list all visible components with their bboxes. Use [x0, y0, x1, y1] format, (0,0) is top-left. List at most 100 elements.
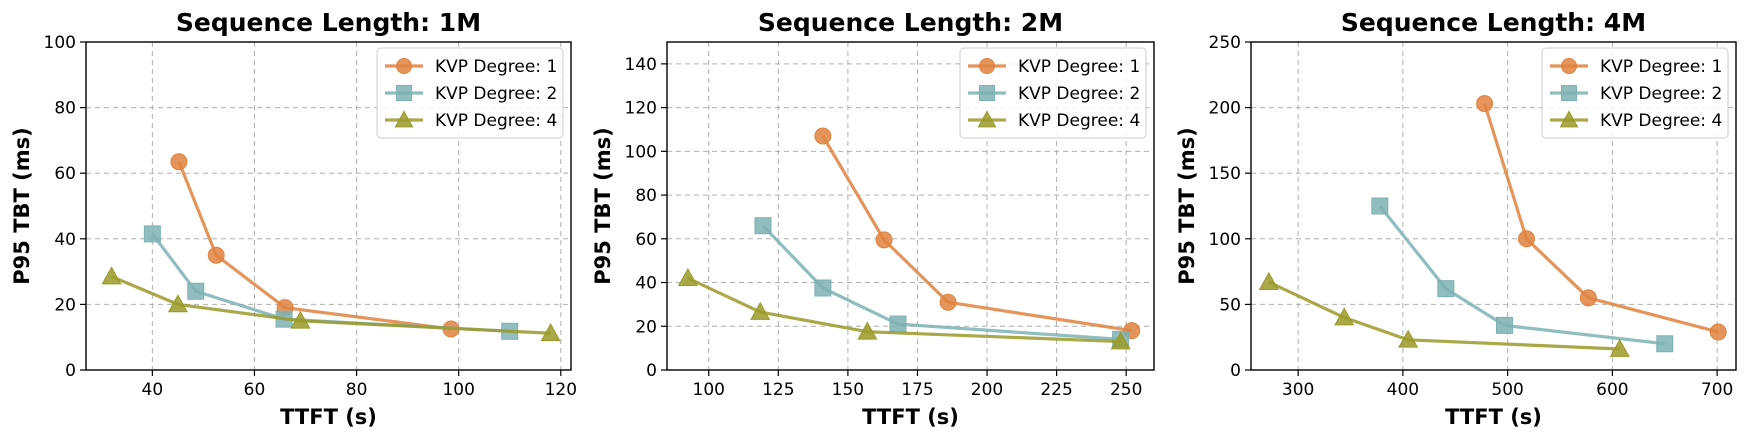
- y-tick-label: 200: [1209, 99, 1241, 119]
- chart-title: Sequence Length: 2M: [758, 8, 1063, 37]
- legend-item: KVP Degree: 4: [1550, 110, 1722, 131]
- y-tick-label: 80: [54, 99, 76, 119]
- data-point: [1609, 338, 1630, 357]
- x-tick-label: 80: [346, 380, 368, 400]
- chart-title: Sequence Length: 1M: [176, 8, 481, 37]
- series-3: [1258, 271, 1630, 357]
- legend-label: KVP Degree: 2: [1600, 84, 1722, 104]
- legend-label: KVP Degree: 1: [1018, 57, 1140, 77]
- legend-marker: [1561, 58, 1577, 74]
- legend-marker: [979, 85, 995, 101]
- data-point: [167, 294, 188, 313]
- data-point: [1495, 316, 1513, 334]
- legend-item: KVP Degree: 1: [968, 57, 1140, 77]
- legend: KVP Degree: 1 KVP Degree: 2 KVP Degree: 4: [1541, 47, 1729, 139]
- plot-frame: [85, 41, 572, 371]
- legend-marker: [1561, 85, 1577, 101]
- legend-label: KVP Degree: 2: [1018, 84, 1140, 104]
- y-tick-label: 140: [625, 55, 657, 75]
- x-tick-label: 200: [971, 380, 1003, 400]
- legend-label: KVP Degree: 4: [435, 111, 557, 131]
- series-3: [101, 266, 561, 342]
- legend-marker: [977, 110, 997, 128]
- legend-label: KVP Degree: 1: [435, 57, 557, 77]
- series-line: [110, 275, 551, 335]
- y-tick-label: 100: [44, 33, 76, 53]
- y-tick-label: 40: [635, 274, 657, 294]
- plot-frame: [1250, 41, 1737, 371]
- legend-item: KVP Degree: 2: [385, 84, 557, 104]
- data-point: [1398, 329, 1419, 348]
- x-tick-label: 700: [1701, 380, 1733, 400]
- legend-label: KVP Degree: 1: [1600, 57, 1722, 77]
- series-line: [151, 232, 510, 333]
- y-tick-label: 100: [1209, 230, 1241, 250]
- x-tick-label: 125: [762, 380, 794, 400]
- legend: KVP Degree: 1 KVP Degree: 2 KVP Degree: 4: [959, 47, 1147, 139]
- data-point: [187, 282, 205, 300]
- data-point: [1371, 197, 1389, 215]
- data-point: [143, 225, 161, 243]
- data-point: [540, 323, 561, 342]
- data-point: [750, 301, 771, 320]
- legend-label: KVP Degree: 4: [1600, 111, 1722, 131]
- data-point: [1437, 280, 1455, 298]
- y-tick-label: 0: [646, 361, 657, 381]
- legend-marker: [396, 58, 412, 74]
- legend-item: KVP Degree: 2: [1550, 84, 1722, 104]
- y-axis-label: P95 TBT (ms): [591, 127, 615, 284]
- y-axis-label: P95 TBT (ms): [10, 127, 34, 284]
- series-line: [821, 135, 1132, 333]
- series-line: [1268, 280, 1620, 351]
- chart-panel-3: 300 400 500 600 700 0 50 100 150 200 250 Sequence L…: [1175, 8, 1737, 429]
- y-tick-label: 0: [65, 361, 76, 381]
- series-line: [687, 276, 1121, 344]
- x-tick-label: 225: [1040, 380, 1072, 400]
- legend-marker: [394, 110, 414, 128]
- data-point: [889, 315, 907, 333]
- series-1: [170, 153, 460, 338]
- y-axis-label: P95 TBT (ms): [1175, 127, 1199, 284]
- data-point: [1110, 331, 1131, 350]
- x-axis-label: TTFT (s): [280, 405, 377, 429]
- legend: KVP Degree: 1 KVP Degree: 2 KVP Degree: 4: [376, 47, 564, 139]
- legend-box: [376, 47, 564, 139]
- data-point: [170, 153, 188, 171]
- y-tick-label: 20: [635, 317, 657, 337]
- legend-marker: [979, 58, 995, 74]
- series-line: [177, 161, 452, 331]
- series-1: [1476, 95, 1727, 341]
- data-point: [677, 267, 698, 287]
- x-axis-label: TTFT (s): [1445, 405, 1542, 429]
- data-point: [290, 310, 311, 329]
- x-tick-label: 175: [901, 380, 933, 400]
- y-tick-label: 0: [1230, 361, 1241, 381]
- chart-panel-1: 40 60 80 100 120 0 20 40 60 80 100 Sequence Length:…: [10, 8, 577, 429]
- series-line: [1483, 103, 1719, 334]
- data-point: [1709, 323, 1727, 341]
- x-tick-label: 100: [693, 380, 725, 400]
- x-tick-label: 300: [1282, 380, 1314, 400]
- legend-marker: [396, 85, 412, 101]
- data-point: [1579, 289, 1597, 307]
- y-tick-label: 80: [635, 186, 657, 206]
- x-tick-label: 600: [1596, 380, 1628, 400]
- data-point: [939, 293, 957, 311]
- x-tick-label: 250: [1110, 380, 1142, 400]
- data-point: [1656, 335, 1674, 353]
- legend-item: KVP Degree: 1: [385, 57, 557, 77]
- data-point: [1334, 307, 1355, 326]
- legend-item: KVP Degree: 1: [1550, 57, 1722, 77]
- legend-marker: [1559, 110, 1579, 128]
- data-point: [207, 246, 225, 264]
- y-tick-label: 60: [635, 230, 657, 250]
- series-line: [761, 224, 1121, 341]
- series-3: [677, 267, 1131, 350]
- data-point: [875, 231, 893, 249]
- data-point: [754, 217, 772, 235]
- data-point: [1476, 95, 1494, 113]
- legend-item: KVP Degree: 4: [968, 110, 1140, 131]
- x-axis-label: TTFT (s): [862, 405, 959, 429]
- legend-label: KVP Degree: 4: [1018, 111, 1140, 131]
